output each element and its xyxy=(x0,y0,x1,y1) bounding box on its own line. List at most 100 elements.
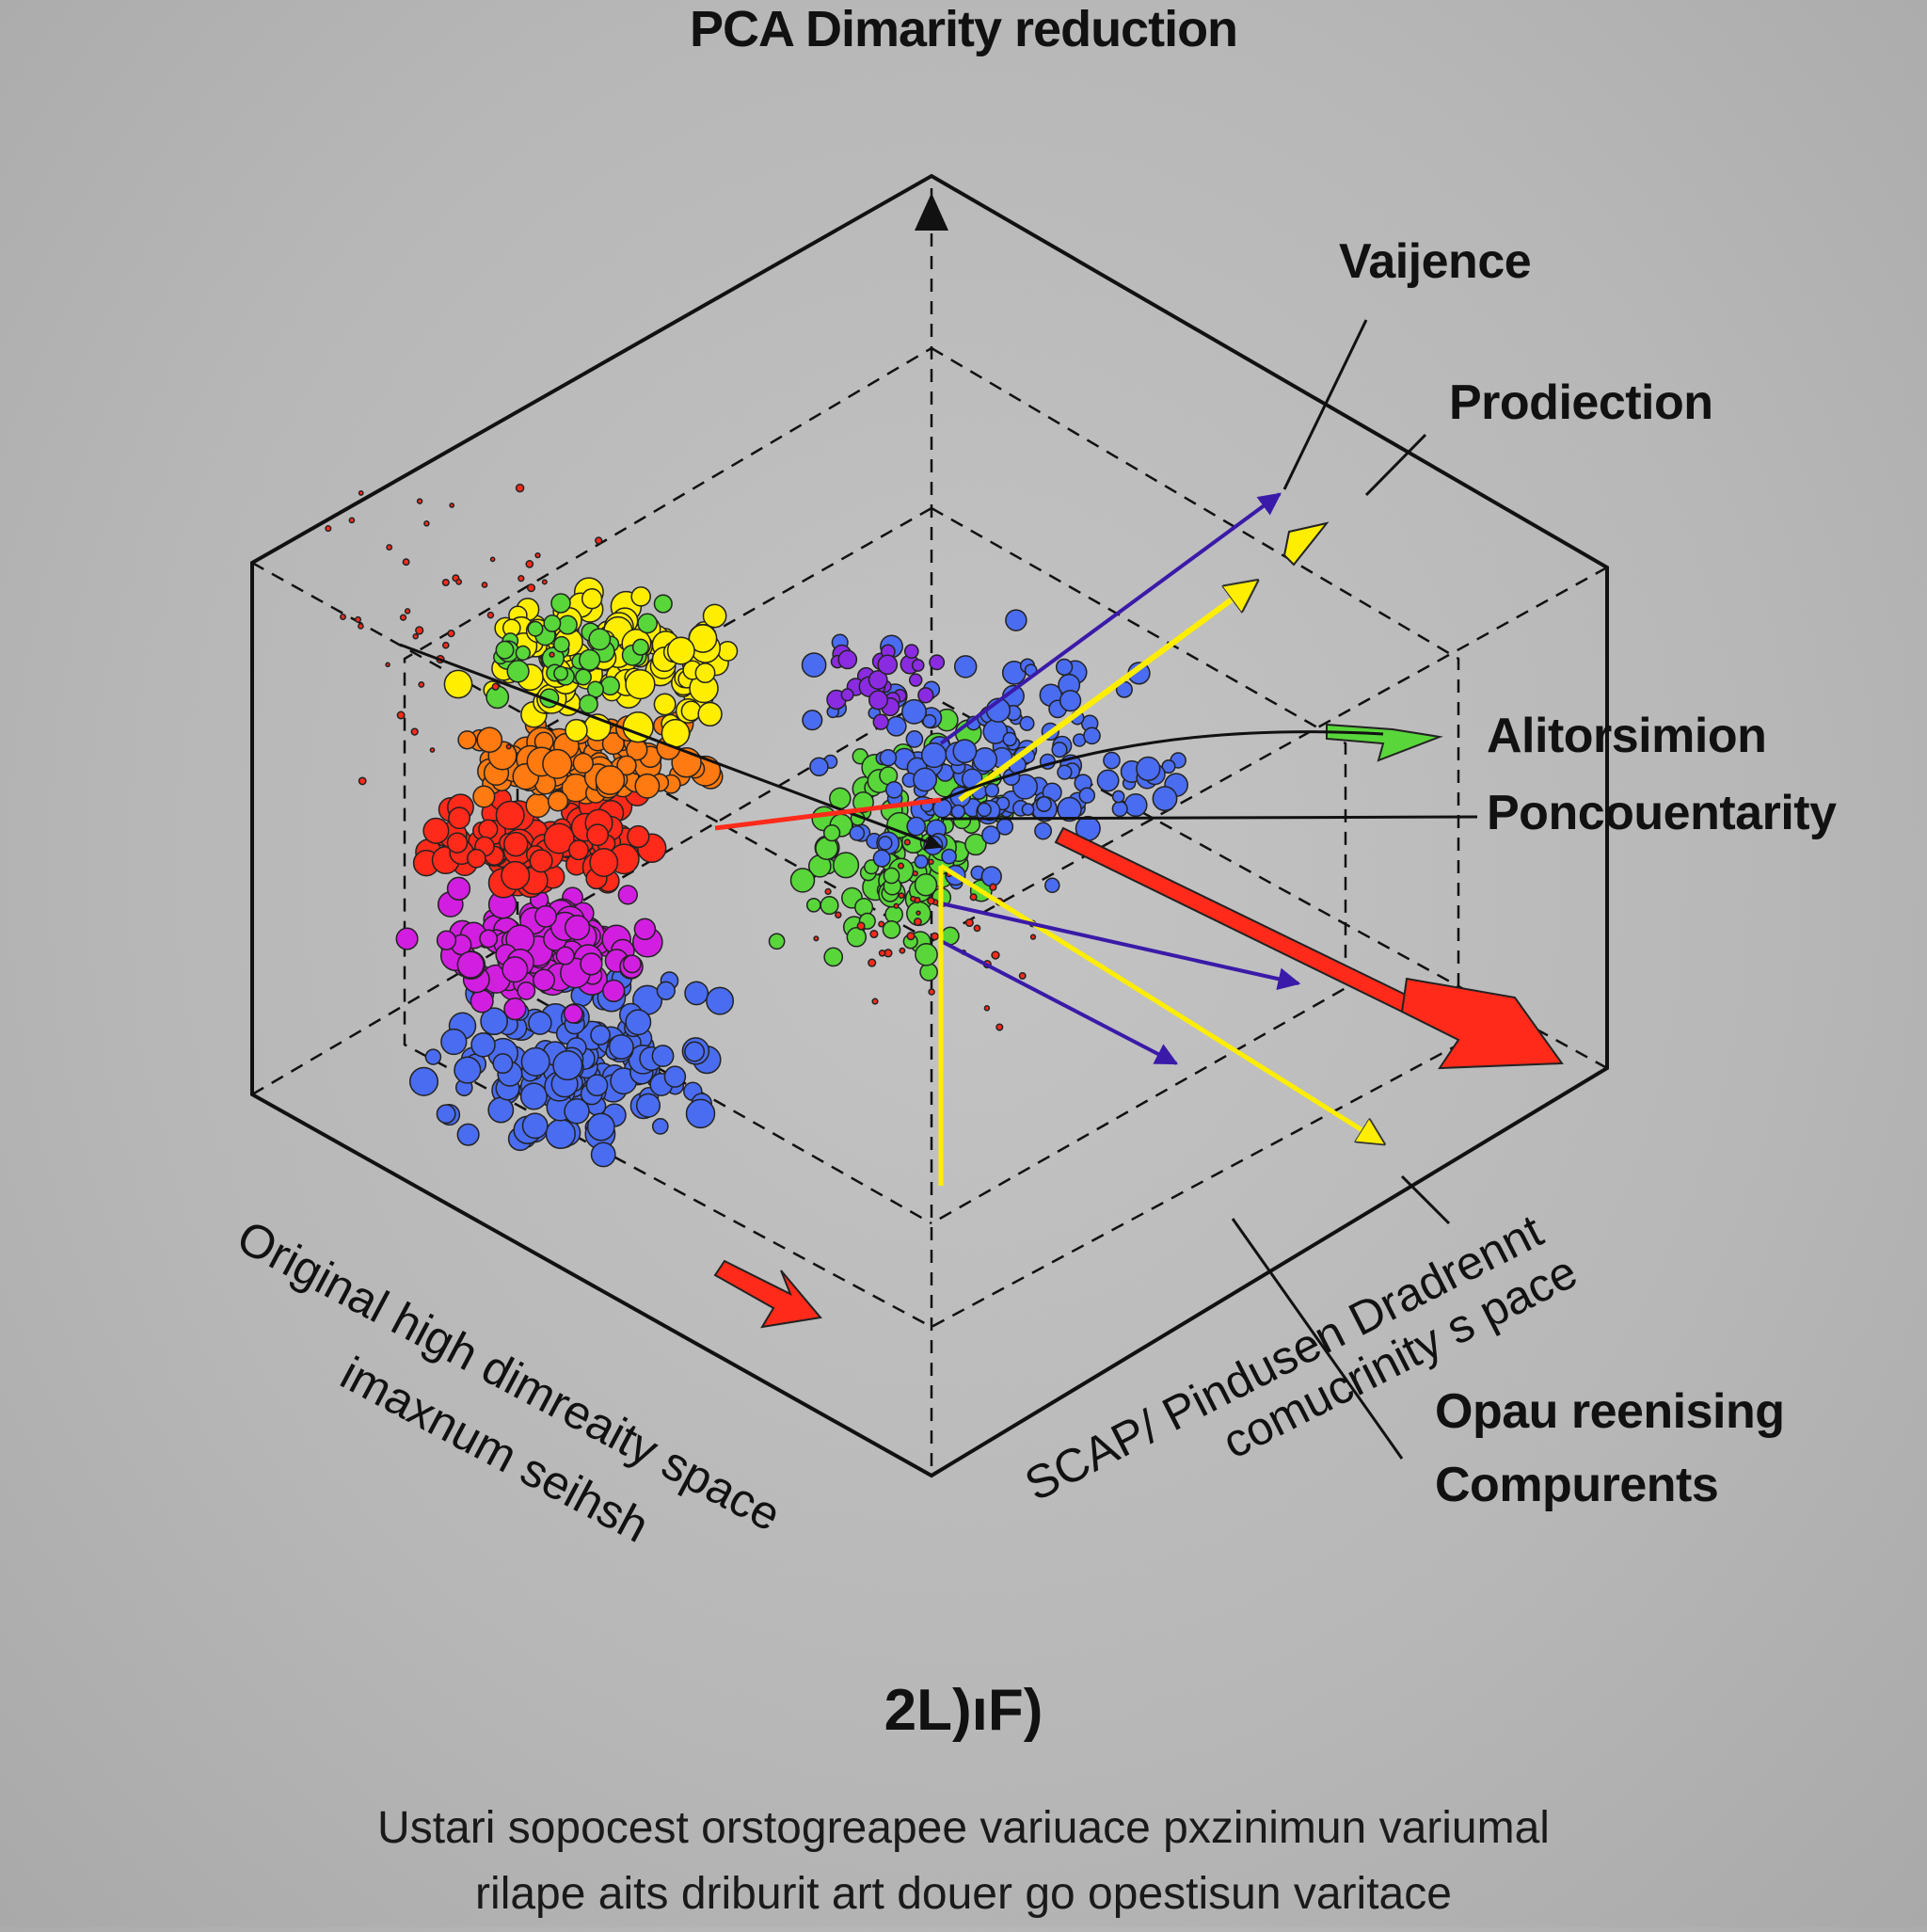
data-point xyxy=(525,792,550,819)
data-point xyxy=(872,713,889,730)
data-point xyxy=(564,1098,590,1125)
data-point xyxy=(476,726,503,754)
data-point xyxy=(436,930,457,950)
data-point xyxy=(1083,726,1101,745)
data-point xyxy=(871,998,879,1005)
data-point xyxy=(684,1041,706,1062)
data-point xyxy=(989,883,997,891)
data-point xyxy=(502,956,529,983)
data-point xyxy=(503,831,529,857)
data-point xyxy=(1111,790,1125,804)
data-point xyxy=(534,904,557,928)
data-point xyxy=(472,785,496,808)
data-point xyxy=(555,946,575,966)
data-point xyxy=(914,854,929,870)
data-point xyxy=(564,915,591,941)
data-point xyxy=(491,682,500,691)
data-point xyxy=(625,1009,652,1036)
data-point xyxy=(706,986,735,1015)
data-point xyxy=(386,544,393,551)
projection-leader-line xyxy=(1364,433,1427,497)
data-point xyxy=(586,680,604,698)
data-point xyxy=(868,690,889,711)
data-point xyxy=(846,927,868,948)
data-point xyxy=(608,1034,634,1060)
data-point xyxy=(950,804,965,820)
data-point xyxy=(635,1093,661,1118)
data-point xyxy=(840,688,854,702)
data-point xyxy=(545,1118,576,1150)
data-point xyxy=(547,790,569,812)
data-point xyxy=(823,947,844,967)
data-point xyxy=(501,860,531,890)
data-point xyxy=(927,897,935,905)
data-point xyxy=(552,635,570,653)
data-point xyxy=(441,641,450,649)
data-point xyxy=(1078,787,1096,804)
data-point xyxy=(906,932,916,941)
data-point xyxy=(1051,742,1068,758)
caption-line-1: Ustari sopocest orstogreapee variuace px… xyxy=(377,1803,1550,1853)
data-point xyxy=(395,927,419,950)
data-point xyxy=(528,1011,552,1035)
data-point xyxy=(1036,796,1052,812)
data-point xyxy=(517,981,536,1000)
variance-leader-line xyxy=(1282,319,1368,490)
data-point xyxy=(878,836,893,851)
projection-vectors xyxy=(399,319,1564,1460)
data-point xyxy=(515,645,531,662)
data-point xyxy=(964,833,987,856)
data-point xyxy=(833,852,860,879)
data-point xyxy=(358,776,367,786)
data-point xyxy=(856,921,866,931)
data-point xyxy=(585,1074,609,1097)
data-point xyxy=(789,868,816,893)
data-point xyxy=(575,668,592,686)
data-point xyxy=(520,1046,550,1077)
data-point xyxy=(702,603,727,629)
red-vector-shaft xyxy=(1054,826,1413,1014)
data-point xyxy=(454,1056,482,1084)
data-point xyxy=(408,1066,439,1096)
data-point xyxy=(527,620,544,637)
data-point xyxy=(637,613,658,634)
data-point xyxy=(543,822,575,854)
data-point xyxy=(885,715,907,737)
label-components-1: Opau reenising xyxy=(1435,1384,1785,1439)
data-point xyxy=(877,654,899,676)
data-point xyxy=(1055,658,1074,677)
data-point xyxy=(541,579,548,585)
data-point xyxy=(802,710,823,731)
data-point xyxy=(697,701,723,727)
data-point xyxy=(1019,715,1035,731)
data-point xyxy=(1103,751,1121,770)
data-point xyxy=(625,668,656,700)
data-point xyxy=(820,896,839,916)
data-point xyxy=(503,997,527,1021)
data-point xyxy=(653,693,677,716)
data-point xyxy=(492,1053,514,1075)
data-point xyxy=(849,825,866,841)
data-point xyxy=(553,665,569,681)
data-point xyxy=(656,981,676,1000)
data-point xyxy=(449,503,455,508)
data-point xyxy=(899,947,906,954)
indigo-vector-right xyxy=(940,902,1301,990)
data-point xyxy=(486,611,495,619)
data-point xyxy=(590,1142,616,1168)
up-arrow-icon xyxy=(915,193,948,231)
data-point xyxy=(964,918,974,928)
alt-leader-line xyxy=(940,815,1478,821)
data-point xyxy=(410,727,419,736)
data-point xyxy=(325,525,332,533)
data-point xyxy=(588,628,612,651)
data-point xyxy=(663,1065,687,1088)
data-point xyxy=(634,773,661,799)
data-point xyxy=(415,626,424,635)
data-point xyxy=(651,1118,669,1135)
data-point xyxy=(616,755,637,776)
red-arrow-icon xyxy=(713,1259,822,1329)
data-point xyxy=(941,848,957,865)
data-point xyxy=(521,1112,549,1140)
